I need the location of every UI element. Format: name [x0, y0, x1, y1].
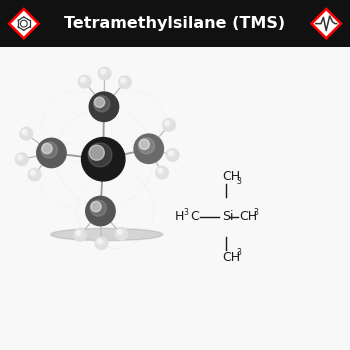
Bar [0, 0, 350, 47]
Text: 3: 3 [236, 177, 241, 186]
Circle shape [97, 239, 102, 244]
Circle shape [89, 145, 104, 160]
Text: C: C [190, 210, 199, 224]
Circle shape [76, 231, 80, 235]
Text: Si: Si [222, 210, 234, 224]
Circle shape [37, 138, 66, 168]
Polygon shape [312, 9, 341, 38]
Circle shape [95, 237, 108, 250]
Circle shape [78, 75, 91, 88]
Circle shape [22, 130, 27, 134]
Circle shape [115, 228, 128, 240]
Circle shape [74, 229, 86, 241]
Circle shape [158, 168, 162, 173]
Circle shape [94, 96, 110, 112]
Circle shape [100, 69, 107, 76]
Circle shape [80, 77, 87, 84]
Text: 3: 3 [254, 208, 259, 217]
Circle shape [119, 76, 131, 89]
Circle shape [121, 78, 125, 83]
Circle shape [18, 155, 22, 160]
Circle shape [117, 230, 122, 234]
Ellipse shape [51, 228, 163, 241]
Circle shape [100, 69, 105, 74]
Circle shape [89, 92, 119, 121]
Circle shape [42, 144, 52, 154]
Circle shape [41, 142, 57, 158]
Text: 3: 3 [236, 248, 241, 257]
Circle shape [120, 77, 127, 84]
Circle shape [166, 149, 179, 161]
Circle shape [97, 239, 104, 245]
Circle shape [163, 119, 175, 131]
Circle shape [15, 153, 28, 166]
Text: CH: CH [222, 251, 240, 264]
Circle shape [30, 170, 35, 175]
Text: 3: 3 [183, 208, 188, 217]
Circle shape [28, 168, 41, 181]
Circle shape [156, 166, 168, 179]
Circle shape [17, 154, 24, 161]
Circle shape [76, 230, 83, 237]
Circle shape [90, 200, 106, 216]
Circle shape [22, 129, 29, 136]
Text: Tetramethylsilane (TMS): Tetramethylsilane (TMS) [64, 16, 286, 31]
Circle shape [94, 97, 105, 107]
Circle shape [164, 120, 172, 127]
Circle shape [86, 196, 115, 226]
Text: H: H [175, 210, 184, 224]
Circle shape [168, 150, 175, 157]
Circle shape [88, 143, 112, 167]
Circle shape [134, 134, 163, 163]
Circle shape [168, 151, 173, 155]
Circle shape [98, 67, 111, 80]
Circle shape [165, 121, 169, 125]
Circle shape [91, 202, 101, 212]
Circle shape [80, 77, 85, 82]
Circle shape [139, 138, 155, 154]
Circle shape [139, 139, 149, 149]
Circle shape [30, 170, 37, 177]
Circle shape [20, 127, 33, 140]
Circle shape [82, 138, 125, 181]
Polygon shape [9, 9, 38, 38]
Circle shape [158, 168, 164, 175]
Text: CH: CH [239, 210, 257, 224]
Circle shape [117, 229, 124, 236]
Text: CH: CH [222, 170, 240, 183]
